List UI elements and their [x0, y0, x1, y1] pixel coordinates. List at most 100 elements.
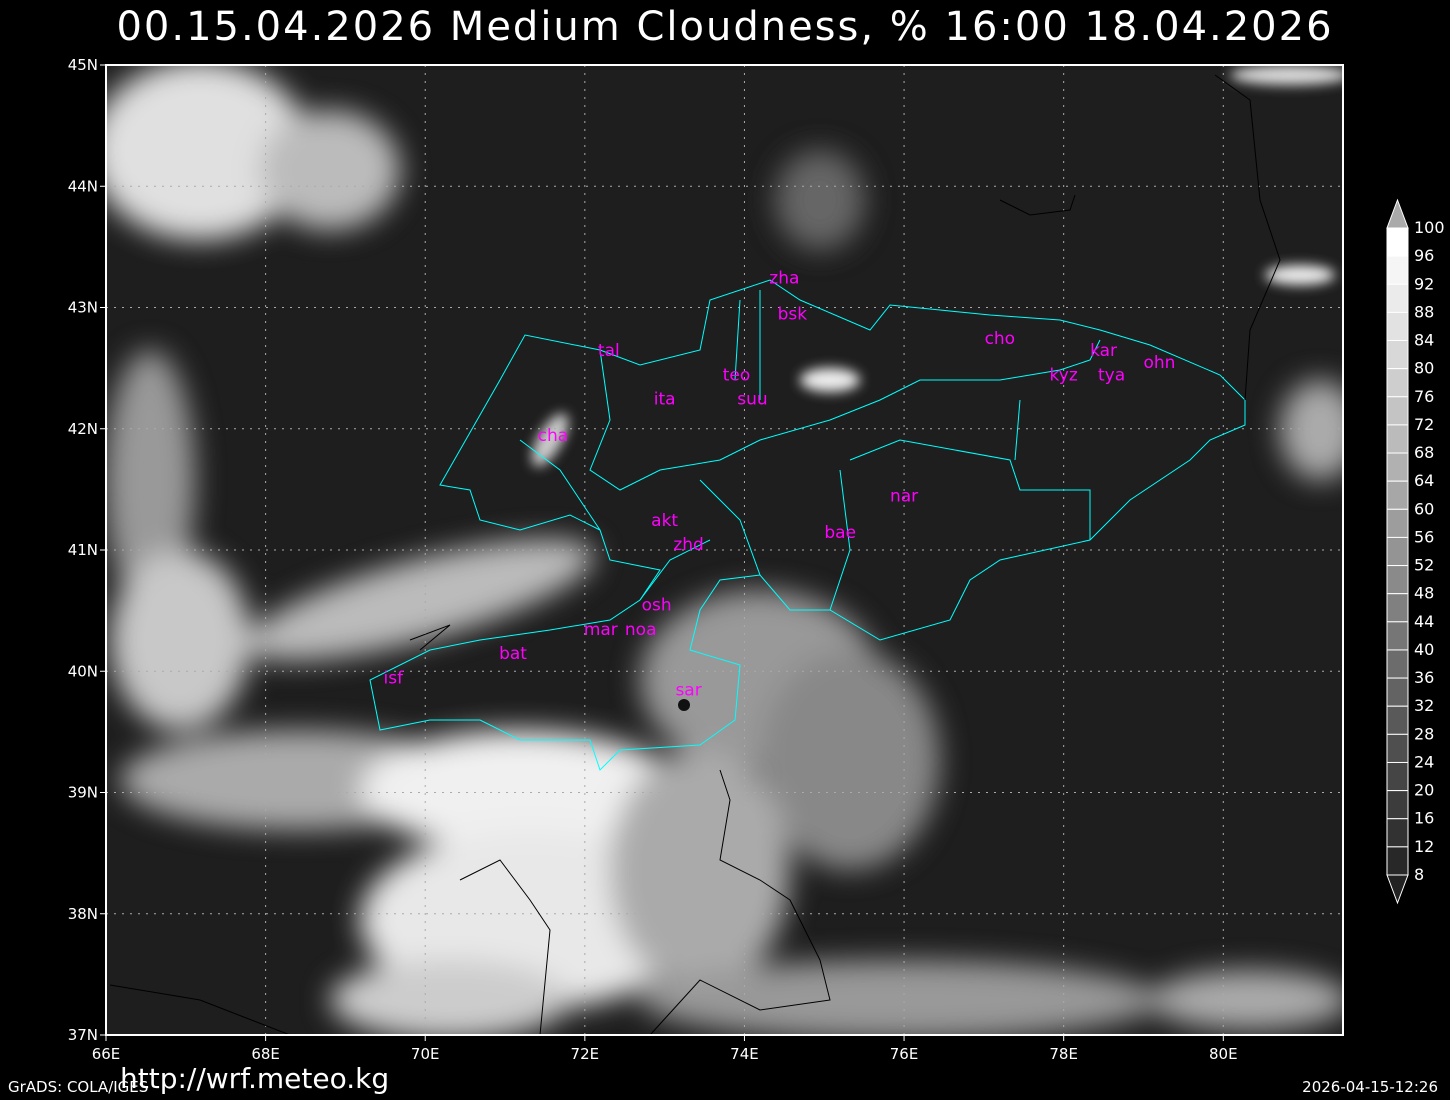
station-label-kar: kar	[1090, 341, 1117, 361]
cloud-patch	[1230, 65, 1343, 85]
colorbar-label: 40	[1414, 640, 1434, 659]
colorbar-label: 88	[1414, 302, 1434, 321]
station-label-kyz: kyz	[1050, 365, 1078, 385]
cloud-patch	[800, 368, 860, 392]
colorbar-label: 84	[1414, 331, 1434, 350]
station-label-ita: ita	[654, 390, 676, 410]
lat-tick-label: 42N	[68, 420, 98, 438]
colorbar-label: 96	[1414, 246, 1434, 265]
cloud-patch	[760, 650, 940, 870]
station-label-cha: cha	[538, 426, 569, 446]
cloud-patch	[610, 750, 790, 990]
station-label-osh: osh	[642, 596, 672, 616]
colorbar-swatch	[1386, 621, 1409, 651]
station-label-mar: mar	[584, 620, 618, 640]
axis-ticks: 66E 68E 70E 72E 74E 76E 78E 80E 37N 38N 39N 40N 41N 4…	[68, 56, 1238, 1063]
colorbar-label: 56	[1414, 527, 1434, 546]
lat-tick-label: 39N	[68, 784, 98, 802]
colorbar-label: 68	[1414, 443, 1434, 462]
colorbar-swatch	[1386, 593, 1409, 623]
cloud-patch	[245, 539, 595, 661]
lat-tick-label: 38N	[68, 905, 98, 923]
colorbar-label: 8	[1414, 865, 1424, 884]
oblast-border	[589, 339, 1101, 491]
colorbar-label: 36	[1414, 668, 1434, 687]
colorbar-label: 80	[1414, 359, 1434, 378]
colorbar-label: 52	[1414, 556, 1434, 575]
colorbar-swatch	[1386, 818, 1409, 848]
station-label-bat: bat	[499, 644, 527, 664]
oblast-border	[519, 290, 761, 601]
country-borders	[369, 279, 1246, 771]
neighbor-borders	[109, 74, 1281, 1036]
colorbar-swatch	[1386, 649, 1409, 679]
colorbar-swatch	[1386, 480, 1409, 510]
colorbar-swatch	[1386, 424, 1409, 454]
station-label-bae: bae	[824, 523, 856, 543]
grid-lines	[106, 65, 1343, 1035]
lon-tick-label: 80E	[1209, 1045, 1238, 1063]
border-line	[109, 74, 1281, 1036]
lon-tick-label: 72E	[571, 1045, 600, 1063]
colorbar-swatch	[1386, 508, 1409, 538]
lat-tick-label: 37N	[68, 1026, 98, 1044]
colorbar-swatch	[1386, 227, 1409, 257]
map-title: 00.15.04.2026 Medium Cloudness, % 16:00 …	[116, 4, 1334, 50]
colorbar-label: 32	[1414, 696, 1434, 715]
colorbar-label: 92	[1414, 274, 1434, 293]
colorbar-label: 12	[1414, 837, 1434, 856]
lon-tick-label: 76E	[890, 1045, 919, 1063]
cloud-patch	[531, 413, 569, 467]
lat-tick-label: 41N	[68, 541, 98, 559]
colorbar-swatch	[1386, 368, 1409, 398]
station-label-ohn: ohn	[1143, 353, 1175, 373]
station-label-akt: akt	[651, 511, 678, 531]
colorbar-label: 44	[1414, 612, 1434, 631]
colorbar-swatch	[1386, 311, 1409, 342]
colorbar-swatch	[1386, 396, 1409, 426]
lon-tick-label: 74E	[730, 1045, 759, 1063]
station-label-bsk: bsk	[778, 305, 808, 325]
station-label-tal: tal	[598, 341, 620, 361]
website-url[interactable]: http://wrf.meteo.kg	[120, 1062, 390, 1095]
colorbar-swatch	[1386, 565, 1409, 595]
station-label-isf: isf	[384, 668, 405, 688]
colorbar-swatch	[1386, 452, 1409, 482]
colorbar-label: 76	[1414, 387, 1434, 406]
cloud-field	[106, 65, 1343, 1035]
station-label-nar: nar	[890, 487, 918, 507]
colorbar-max-arrow	[1386, 198, 1409, 229]
colorbar-swatch	[1386, 761, 1409, 792]
cloud-patch	[640, 960, 1160, 1035]
cloud-patch	[360, 730, 680, 850]
colorbar: 100 96 92 88 84 80 76 72 68 64 60 56 52 48 44 40 36 32 28 2…	[1386, 198, 1445, 905]
colorbar-label: 48	[1414, 584, 1434, 603]
colorbar-swatch	[1386, 283, 1409, 313]
cloud-patch	[110, 550, 250, 730]
colorbar-swatch	[1386, 255, 1409, 285]
cloud-patch	[330, 960, 570, 1035]
colorbar-swatch	[1386, 340, 1409, 370]
station-label-cho: cho	[985, 329, 1016, 349]
cloud-patch	[775, 150, 865, 250]
station-label-tya: tya	[1098, 365, 1125, 385]
colorbar-swatch	[1386, 733, 1409, 763]
cloud-patch	[106, 65, 310, 240]
lat-tick-label: 45N	[68, 56, 98, 74]
station-label-sar: sar	[675, 681, 701, 701]
lon-tick-label: 68E	[251, 1045, 280, 1063]
colorbar-swatch	[1386, 790, 1409, 820]
colorbar-min-arrow	[1386, 874, 1409, 905]
cloud-patch	[1265, 265, 1335, 285]
colorbar-swatch	[1386, 677, 1409, 707]
lat-tick-label: 40N	[68, 662, 98, 680]
station-label-zha: zha	[769, 268, 799, 288]
station-label-teo: teo	[723, 365, 751, 385]
colorbar-swatch	[1386, 705, 1409, 735]
station-marker-sar	[678, 699, 690, 711]
station-label-zhd: zhd	[673, 535, 704, 555]
lat-tick-label: 44N	[68, 177, 98, 195]
colorbar-swatch	[1386, 536, 1409, 567]
colorbar-label: 72	[1414, 415, 1434, 434]
